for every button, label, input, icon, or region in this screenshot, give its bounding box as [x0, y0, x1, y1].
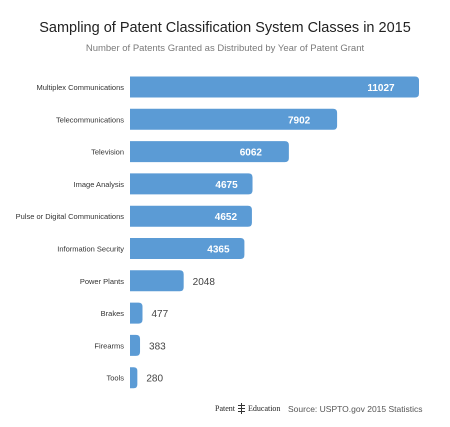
- category-label: Pulse or Digital Communications: [16, 212, 125, 221]
- logo-mark-icon: [237, 403, 246, 414]
- value-label: 4365: [207, 245, 230, 256]
- bar: [130, 108, 338, 130]
- category-label: Firearms: [94, 341, 124, 350]
- bar: [130, 205, 252, 227]
- value-label: 477: [152, 309, 169, 320]
- logo-text-education: Education: [248, 404, 281, 413]
- value-label: 11027: [367, 83, 395, 94]
- chart-title: Sampling of Patent Classification System…: [39, 20, 411, 36]
- bar: [130, 76, 419, 98]
- bar: [130, 141, 289, 163]
- value-label: 2048: [193, 277, 216, 288]
- value-label: 4652: [215, 212, 238, 223]
- bar: [130, 173, 253, 195]
- value-label: 6062: [240, 148, 263, 159]
- bar: [130, 367, 138, 389]
- category-label: Image Analysis: [74, 180, 125, 189]
- category-label: Tools: [106, 374, 124, 383]
- category-label: Power Plants: [80, 277, 124, 286]
- patent-education-logo: Patent Education: [215, 403, 280, 414]
- category-label: Telecommunications: [56, 115, 124, 124]
- bar: [130, 270, 184, 292]
- logo-text-patent: Patent: [215, 404, 235, 413]
- value-label: 7902: [288, 115, 311, 126]
- category-label: Television: [91, 148, 124, 157]
- source-note: Source: USPTO.gov 2015 Statistics: [288, 404, 423, 414]
- bar: [130, 238, 245, 259]
- bar: [130, 302, 143, 324]
- value-label: 280: [146, 374, 163, 385]
- value-label: 4675: [215, 180, 238, 191]
- chart-subtitle: Number of Patents Granted as Distributed…: [85, 43, 365, 54]
- category-label: Multiplex Communications: [36, 83, 124, 92]
- category-label: Information Security: [57, 245, 124, 254]
- value-label: 383: [149, 341, 166, 352]
- bar: [130, 334, 141, 356]
- category-label: Brakes: [101, 309, 125, 318]
